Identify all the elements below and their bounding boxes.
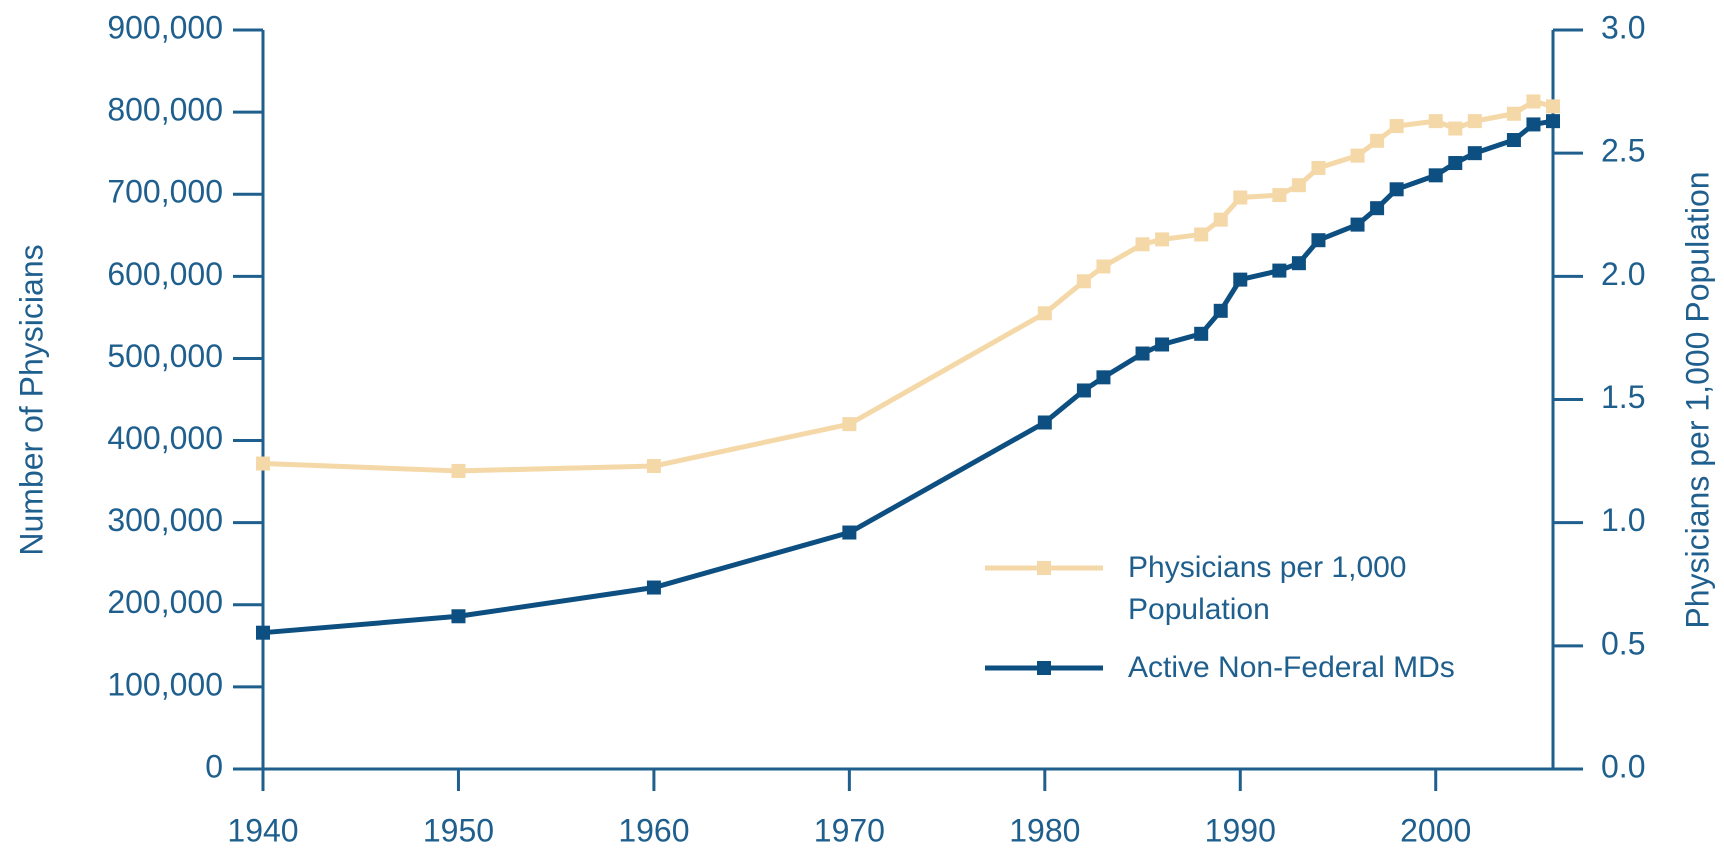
point-marker — [1272, 188, 1287, 203]
legend-label: Active Non-Federal MDs — [1128, 651, 1455, 684]
legend-label: Physicians per 1,000 Population — [1128, 551, 1407, 626]
y-tick-label: 700,000 — [107, 174, 223, 210]
point-marker — [1448, 156, 1463, 171]
y-tick-label: 200,000 — [107, 584, 223, 620]
point-marker — [1096, 259, 1111, 274]
y-tick-label: 0 — [205, 748, 223, 784]
y2-axis-title: Physicians per 1,000 Population — [1679, 171, 1715, 628]
point-marker — [1076, 383, 1091, 398]
x-tick-label: 1950 — [423, 812, 494, 848]
point-marker — [1194, 326, 1209, 341]
y-tick-label: 800,000 — [107, 92, 223, 128]
point-marker — [451, 609, 466, 624]
point-marker — [1546, 114, 1560, 129]
point-marker — [1135, 237, 1150, 252]
point-marker — [1037, 306, 1052, 321]
point-marker — [1350, 217, 1365, 232]
y2-tick-label: 3.0 — [1601, 9, 1645, 45]
point-marker — [1389, 119, 1404, 134]
point-marker — [256, 456, 270, 471]
x-tick-label: 1970 — [814, 812, 885, 848]
point-marker — [1389, 182, 1404, 197]
y-tick-label: 300,000 — [107, 502, 223, 538]
y2-tick-label: 2.0 — [1601, 256, 1645, 292]
y-tick-label: 900,000 — [107, 9, 223, 45]
y2-tick-label: 2.5 — [1601, 133, 1645, 169]
x-tick-label: 1980 — [1009, 812, 1080, 848]
y2-tick-label: 1.5 — [1601, 379, 1645, 415]
y-tick-label: 600,000 — [107, 256, 223, 292]
point-marker — [1233, 190, 1248, 205]
y2-tick-label: 0.0 — [1601, 748, 1645, 784]
point-marker — [1506, 133, 1521, 148]
point-marker — [1213, 303, 1228, 318]
y2-tick-label: 1.0 — [1601, 502, 1645, 538]
point-marker — [1213, 212, 1228, 227]
point-marker — [1370, 133, 1385, 148]
point-marker — [1467, 146, 1482, 161]
point-marker — [1233, 272, 1248, 287]
point-marker — [1428, 168, 1443, 183]
point-marker — [1155, 337, 1170, 352]
point-marker — [1506, 106, 1521, 121]
x-tick-label: 1960 — [618, 812, 689, 848]
point-marker — [1076, 274, 1091, 289]
point-marker — [1135, 346, 1150, 361]
point-marker — [1311, 160, 1326, 175]
point-marker — [1311, 233, 1326, 248]
point-marker — [1155, 232, 1170, 247]
point-marker — [1546, 99, 1560, 114]
point-marker — [646, 459, 661, 474]
point-marker — [1526, 94, 1541, 109]
point-marker — [1448, 121, 1463, 136]
point-marker — [1037, 415, 1052, 430]
x-tick-label: 1990 — [1205, 812, 1276, 848]
point-marker — [451, 463, 466, 478]
y2-tick-label: 0.5 — [1601, 625, 1645, 661]
legend-marker — [1037, 661, 1051, 675]
point-marker — [1428, 114, 1443, 129]
point-marker — [1350, 148, 1365, 163]
y-tick-label: 100,000 — [107, 666, 223, 702]
point-marker — [1291, 178, 1306, 193]
y-tick-label: 400,000 — [107, 420, 223, 456]
point-marker — [1370, 201, 1385, 216]
x-tick-label: 1940 — [227, 812, 298, 848]
x-tick-label: 2000 — [1400, 812, 1471, 848]
point-marker — [1467, 114, 1482, 129]
point-marker — [1194, 227, 1209, 242]
point-marker — [842, 417, 857, 432]
point-marker — [646, 580, 661, 595]
point-marker — [1291, 256, 1306, 271]
y-axis-title: Number of Physicians — [13, 244, 49, 555]
point-marker — [256, 625, 270, 640]
point-marker — [1096, 370, 1111, 385]
y-tick-label: 500,000 — [107, 338, 223, 374]
point-marker — [1526, 117, 1541, 132]
point-marker — [842, 525, 857, 540]
legend-marker — [1037, 561, 1051, 575]
point-marker — [1272, 263, 1287, 278]
